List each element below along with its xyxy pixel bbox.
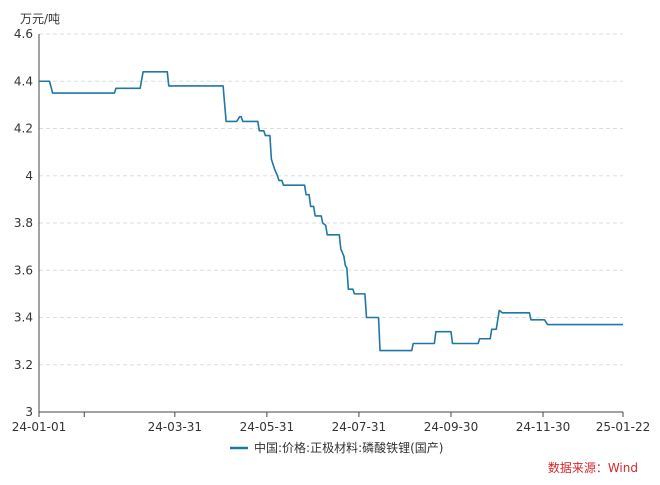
x-tick-label: 24-11-30 [516, 420, 570, 434]
y-tick-label: 3.6 [14, 263, 33, 277]
y-tick-label: 3.2 [14, 358, 33, 372]
x-tick-label: 24-09-30 [424, 420, 478, 434]
x-tick-label: 24-07-31 [332, 420, 386, 434]
y-axis-unit-label: 万元/吨 [20, 12, 61, 26]
y-tick-label: 4.2 [14, 122, 33, 136]
x-tick-label: 24-03-31 [148, 420, 202, 434]
y-tick-label: 4.4 [14, 74, 33, 88]
data-source-label: 数据来源：Wind [547, 461, 638, 475]
y-tick-label: 4.6 [14, 27, 33, 41]
y-tick-label: 3 [25, 405, 33, 419]
x-tick-label: 24-01-01 [12, 420, 66, 434]
series-line [39, 71, 623, 352]
legend-label: 中国:价格:正极材料:磷酸铁锂(国产) [254, 440, 444, 455]
y-tick-label: 3.8 [14, 216, 33, 230]
y-tick-label: 3.4 [14, 311, 33, 325]
x-tick-label: 25-01-22 [596, 420, 650, 434]
y-tick-label: 4 [25, 169, 33, 183]
x-tick-label: 24-05-31 [240, 420, 294, 434]
